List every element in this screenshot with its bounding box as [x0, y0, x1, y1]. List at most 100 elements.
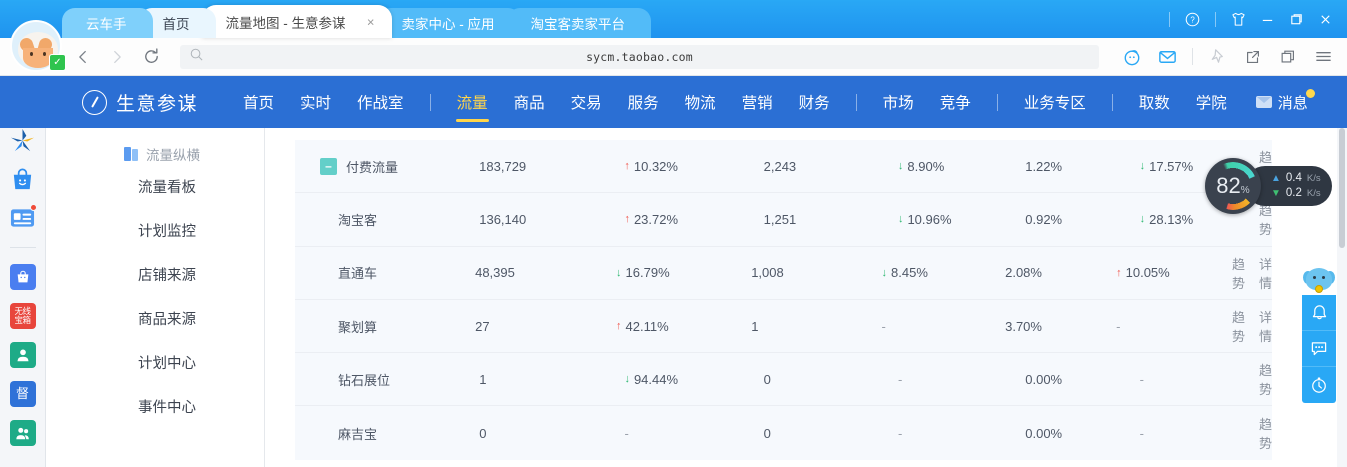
sidebar-item-plan-monitor[interactable]: 计划监控: [46, 208, 264, 252]
bell-icon[interactable]: [1302, 295, 1336, 331]
seller-bag-icon[interactable]: [9, 264, 36, 290]
table-row[interactable]: 聚划算 27 42.11% 1 - 3.70% - 趋势 详情: [295, 299, 1272, 354]
detail-link[interactable]: 详情: [1258, 256, 1272, 291]
brand-name: 生意参谋: [116, 93, 199, 115]
detail-link[interactable]: 详情: [1258, 310, 1272, 345]
reload-button[interactable]: [134, 40, 168, 74]
conversion-value: 0.00%: [1025, 425, 1063, 441]
nav-item-warroom[interactable]: 作战室: [344, 76, 417, 128]
table-row[interactable]: 直通车 48,395 16.79% 1,008 8.45% 2.08% 10.0…: [295, 246, 1272, 300]
browser-tab-seller-center[interactable]: 卖家中心 - 应用: [377, 8, 521, 38]
network-speed-widget[interactable]: ▲ 0.4 K/s ▼ 0.2 K/s 82%: [1205, 158, 1332, 214]
buyers-rate: 8.90%: [907, 158, 945, 174]
nav-item-marketing[interactable]: 营销: [729, 76, 786, 128]
customer-service-icon[interactable]: [9, 342, 36, 368]
visitors-value: 136,140: [479, 211, 527, 227]
nav-item-product[interactable]: 商品: [501, 76, 558, 128]
visitors-rate: 23.72%: [633, 211, 679, 227]
table-row[interactable]: – 付费流量 183,729 10.32% 2,243 8.90% 1.22% …: [295, 140, 1272, 194]
sidebar-item-product-source[interactable]: 商品来源: [46, 296, 264, 340]
help-icon[interactable]: ?: [1179, 4, 1206, 34]
conversion-value: 0.00%: [1025, 371, 1063, 387]
conversion-rate-cell: -: [1140, 426, 1259, 441]
visitors-rate: 94.44%: [633, 371, 679, 387]
visitors-value: 48,395: [475, 265, 515, 281]
gauge-percent-value: 82: [1216, 173, 1241, 198]
sidebar-item-traffic-board[interactable]: 流量看板: [46, 164, 264, 208]
download-speed-line: ▼ 0.2 K/s: [1271, 186, 1321, 201]
nav-item-business-zone[interactable]: 业务专区: [1011, 76, 1099, 128]
table-row[interactable]: 淘宝客 136,140 23.72% 1,251 10.96% 0.92% 28…: [295, 193, 1272, 247]
browser-assistant-icon[interactable]: [1115, 40, 1149, 74]
close-icon[interactable]: ×: [366, 14, 375, 29]
news-card-icon[interactable]: [10, 204, 37, 231]
browser-tab-traffic-map[interactable]: 流量地图 - 生意参谋 ×: [201, 5, 392, 38]
nav-item-market[interactable]: 市场: [870, 76, 927, 128]
nav-label: 交易: [570, 95, 602, 112]
sidebar-item-plan-center[interactable]: 计划中心: [46, 340, 264, 384]
mail-icon[interactable]: [1150, 40, 1184, 74]
visitors-value: 0: [479, 425, 487, 441]
trend-link[interactable]: 趋势: [1258, 203, 1272, 238]
close-button[interactable]: [1312, 4, 1339, 34]
minimize-button[interactable]: [1254, 4, 1281, 34]
sidebar-item-label: 商品来源: [138, 311, 196, 328]
conversion-rate: -: [1116, 318, 1121, 334]
divider: [1192, 48, 1193, 65]
address-bar[interactable]: sycm.taobao.com: [180, 44, 1099, 69]
trend-link[interactable]: 趋势: [1231, 256, 1245, 291]
trend-link[interactable]: 趋势: [1258, 417, 1272, 452]
scrollbar-thumb[interactable]: [1339, 128, 1345, 248]
table-row[interactable]: 麻吉宝 0 - 0 - 0.00% - 趋势: [295, 406, 1272, 460]
nav-item-realtime[interactable]: 实时: [287, 76, 344, 128]
nav-item-finance[interactable]: 财务: [786, 76, 843, 128]
visitors-rate: -: [624, 425, 629, 441]
wireless-treasure-icon[interactable]: 无线 宝箱: [9, 303, 36, 329]
sidebar-item-event-center[interactable]: 事件中心: [46, 384, 264, 428]
pin-icon[interactable]: [1201, 40, 1235, 74]
buyers-rate-cell: 8.90%: [898, 159, 1025, 174]
team-icon[interactable]: [9, 420, 36, 446]
messages-button[interactable]: 消息: [1255, 88, 1315, 113]
messages-label: 消息: [1277, 94, 1308, 112]
supervisor-icon[interactable]: 督: [9, 381, 36, 407]
star-burst-icon[interactable]: [10, 127, 36, 153]
nav-item-traffic[interactable]: 流量: [444, 76, 501, 128]
nav-item-logistics[interactable]: 物流: [672, 76, 729, 128]
nav-item-competition[interactable]: 竞争: [927, 76, 984, 128]
maximize-button[interactable]: [1283, 4, 1310, 34]
table-row[interactable]: 钻石展位 1 94.44% 0 - 0.00% - 趋势: [295, 353, 1272, 407]
browser-tab-label: 云车手: [86, 17, 127, 32]
avatar[interactable]: ✓: [10, 20, 66, 72]
duplicate-window-icon[interactable]: [1271, 40, 1305, 74]
collapse-icon[interactable]: –: [320, 157, 337, 175]
shop-bag-icon[interactable]: [10, 166, 36, 192]
shirt-icon[interactable]: [1225, 4, 1252, 34]
trend-link[interactable]: 趋势: [1231, 310, 1245, 345]
nav-item-home[interactable]: 首页: [230, 76, 287, 128]
nav-item-trade[interactable]: 交易: [558, 76, 615, 128]
trend-link[interactable]: 趋势: [1258, 363, 1272, 398]
browser-tab-taobaoke[interactable]: 淘宝客卖家平台: [506, 8, 651, 38]
back-button[interactable]: [66, 40, 100, 74]
brand[interactable]: 生意参谋: [82, 89, 198, 116]
forward-button[interactable]: [100, 40, 134, 74]
nav-item-service[interactable]: 服务: [615, 76, 672, 128]
divider: [9, 247, 36, 248]
chat-icon[interactable]: [1302, 331, 1336, 367]
sidebar-item-shop-source[interactable]: 店铺来源: [46, 252, 264, 296]
menu-icon[interactable]: [1306, 40, 1340, 74]
notification-badge: [29, 204, 37, 211]
nav-item-academy[interactable]: 学院: [1183, 76, 1240, 128]
vertical-scrollbar[interactable]: [1337, 128, 1347, 467]
row-actions: 趋势 详情: [1232, 307, 1272, 345]
timer-icon[interactable]: [1302, 367, 1336, 403]
browser-tab-yuncheshou[interactable]: 云车手: [62, 8, 153, 38]
open-external-icon[interactable]: [1236, 40, 1270, 74]
cpu-usage-gauge[interactable]: 82%: [1205, 158, 1261, 214]
trend-up-icon: [624, 213, 630, 225]
row-actions: 趋势: [1259, 200, 1272, 238]
visitors-rate-cell: 42.11%: [616, 319, 751, 334]
nav-item-data-fetch[interactable]: 取数: [1126, 76, 1183, 128]
conversion-value: 1.22%: [1025, 158, 1063, 174]
